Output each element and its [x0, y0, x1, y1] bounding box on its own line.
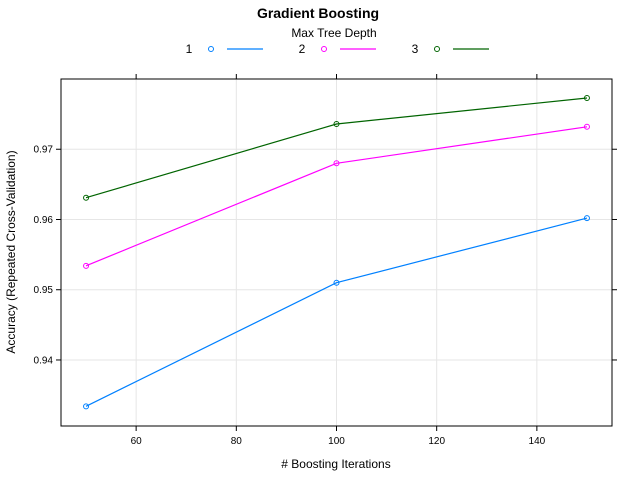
series-line-3 — [85, 97, 588, 199]
series-line-2 — [85, 126, 588, 267]
x-tick-label-0: 60 — [131, 436, 143, 447]
x-tick-label-3: 120 — [428, 436, 445, 447]
data-point-3-1 — [333, 120, 340, 127]
legend-marker-2 — [321, 46, 327, 52]
x-tick-label-4: 140 — [529, 436, 546, 447]
series-1 — [83, 215, 590, 410]
legend-label-3: 3 — [412, 42, 419, 56]
data-point-1-2 — [583, 215, 590, 222]
series-3 — [83, 94, 590, 201]
data-point-1-0 — [83, 403, 90, 410]
series-line-1 — [85, 217, 588, 407]
legend: 1 2 3 — [186, 42, 489, 56]
data-point-2-1 — [333, 160, 340, 167]
x-tick-label-1: 80 — [231, 436, 243, 447]
data-point-2-2 — [583, 123, 590, 130]
y-tick-label-1: 0.95 — [34, 285, 54, 296]
grid — [61, 79, 612, 426]
y-tick-label-2: 0.96 — [34, 215, 54, 226]
series-2 — [83, 123, 590, 269]
chart-title: Gradient Boosting — [257, 5, 379, 21]
y-tick-label-0: 0.94 — [34, 355, 54, 366]
y-axis-label: Accuracy (Repeated Cross-Validation) — [4, 150, 18, 353]
legend-marker-1 — [208, 46, 214, 52]
x-tick-label-2: 100 — [328, 436, 345, 447]
legend-label-1: 1 — [186, 42, 193, 56]
data-point-3-2 — [583, 94, 590, 101]
data-point-2-0 — [83, 262, 90, 269]
legend-item-2: 2 — [299, 42, 376, 56]
y-tick-label-3: 0.97 — [34, 145, 54, 156]
axis-ticks: 60 80 100 120 140 0.94 0.95 0.96 0.97 — [34, 74, 617, 447]
legend-title: Max Tree Depth — [291, 26, 376, 40]
series-group — [83, 94, 590, 410]
legend-item-1: 1 — [186, 42, 263, 56]
legend-marker-3 — [434, 46, 440, 52]
data-point-1-1 — [333, 279, 340, 286]
data-point-3-0 — [83, 194, 90, 201]
x-axis-label: # Boosting Iterations — [281, 457, 390, 471]
legend-item-3: 3 — [412, 42, 489, 56]
legend-label-2: 2 — [299, 42, 306, 56]
